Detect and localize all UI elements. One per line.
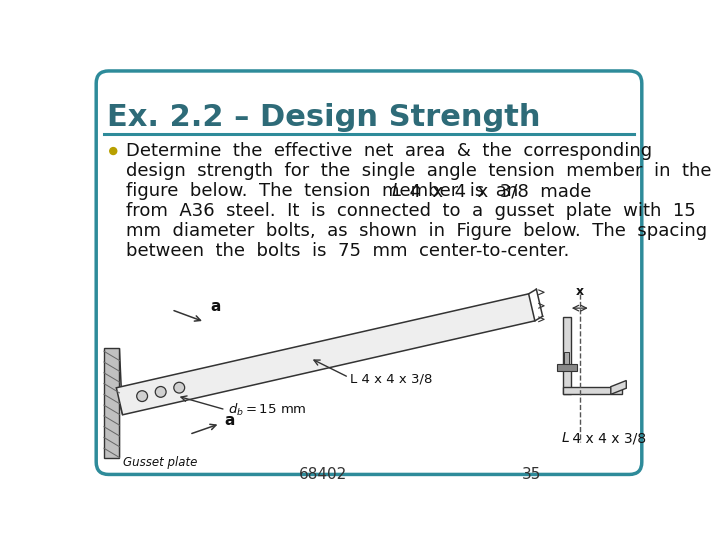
Text: figure  below.  The  tension  member  is  an: figure below. The tension member is an — [126, 182, 529, 200]
Text: 4  x  4  x  3/8  made: 4 x 4 x 3/8 made — [398, 182, 592, 200]
Polygon shape — [563, 387, 622, 394]
Text: between  the  bolts  is  75  mm  center-to-center.: between the bolts is 75 mm center-to-cen… — [126, 242, 569, 260]
Text: 4 x 4 x 3/8: 4 x 4 x 3/8 — [568, 431, 647, 446]
Text: from  A36  steel.  It  is  connected  to  a  gusset  plate  with  15: from A36 steel. It is connected to a gus… — [126, 202, 696, 220]
Text: L: L — [392, 182, 402, 200]
Text: a: a — [210, 299, 220, 314]
Circle shape — [109, 147, 117, 154]
Text: L 4 x 4 x 3/8: L 4 x 4 x 3/8 — [351, 373, 433, 386]
Polygon shape — [117, 294, 535, 415]
Text: Gusset plate: Gusset plate — [122, 456, 197, 469]
FancyBboxPatch shape — [96, 71, 642, 475]
Circle shape — [156, 387, 166, 397]
Polygon shape — [564, 352, 569, 372]
Text: Determine  the  effective  net  area  &  the  corresponding: Determine the effective net area & the c… — [126, 142, 652, 160]
Polygon shape — [557, 363, 577, 372]
Polygon shape — [117, 348, 122, 457]
Circle shape — [137, 391, 148, 402]
Text: mm  diameter  bolts,  as  shown  in  Figure  below.  The  spacing: mm diameter bolts, as shown in Figure be… — [126, 222, 707, 240]
Text: a: a — [225, 413, 235, 428]
Polygon shape — [611, 381, 626, 394]
Text: design  strength  for  the  single  angle  tension  member  in  the: design strength for the single angle ten… — [126, 162, 711, 180]
Text: 68402: 68402 — [298, 467, 346, 482]
Text: $d_b = 15\ \mathrm{mm}$: $d_b = 15\ \mathrm{mm}$ — [228, 402, 307, 418]
Text: Ex. 2.2 – Design Strength: Ex. 2.2 – Design Strength — [107, 103, 541, 132]
Text: 35: 35 — [522, 467, 541, 482]
Circle shape — [174, 382, 184, 393]
Polygon shape — [563, 318, 570, 394]
Polygon shape — [104, 348, 120, 457]
Text: x: x — [576, 285, 584, 298]
Text: L: L — [561, 431, 569, 446]
